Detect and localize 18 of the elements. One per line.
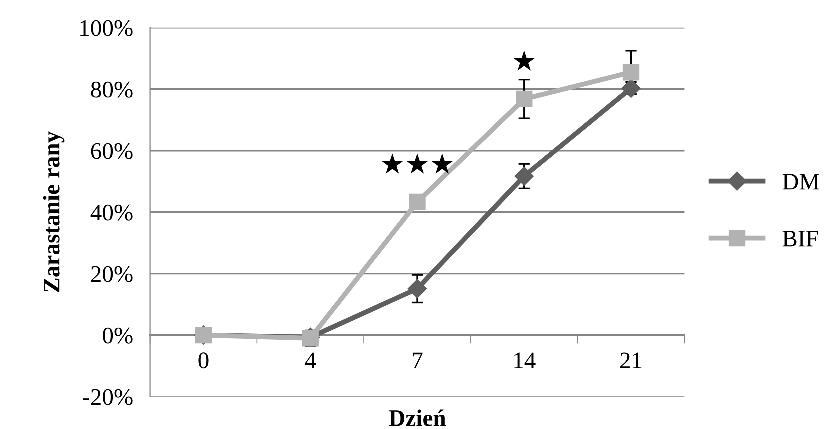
y-tick-label: 40% xyxy=(90,204,133,221)
y-tick-label: 60% xyxy=(91,143,133,160)
annotation: ★ xyxy=(514,50,536,71)
x-axis-title: Dzień xyxy=(389,410,446,426)
x-tick-label: 4 xyxy=(305,352,316,368)
x-tick-label: 7 xyxy=(413,352,423,368)
y-tick-label: 0% xyxy=(103,328,133,344)
y-tick-label: -20% xyxy=(83,389,133,406)
x-tick-label: 0 xyxy=(198,352,209,369)
legend-label: BIF xyxy=(782,231,818,247)
y-tick-label: 20% xyxy=(91,266,133,282)
y-tick-label: 100% xyxy=(80,20,133,36)
x-tick-label: 21 xyxy=(620,352,642,368)
x-tick-label: 14 xyxy=(514,352,536,368)
y-axis-title: Zarastanie rany xyxy=(43,132,65,292)
y-tick-label: 80% xyxy=(91,82,133,98)
legend-label: DM xyxy=(782,174,820,190)
annotation: ★★★ xyxy=(382,154,454,174)
